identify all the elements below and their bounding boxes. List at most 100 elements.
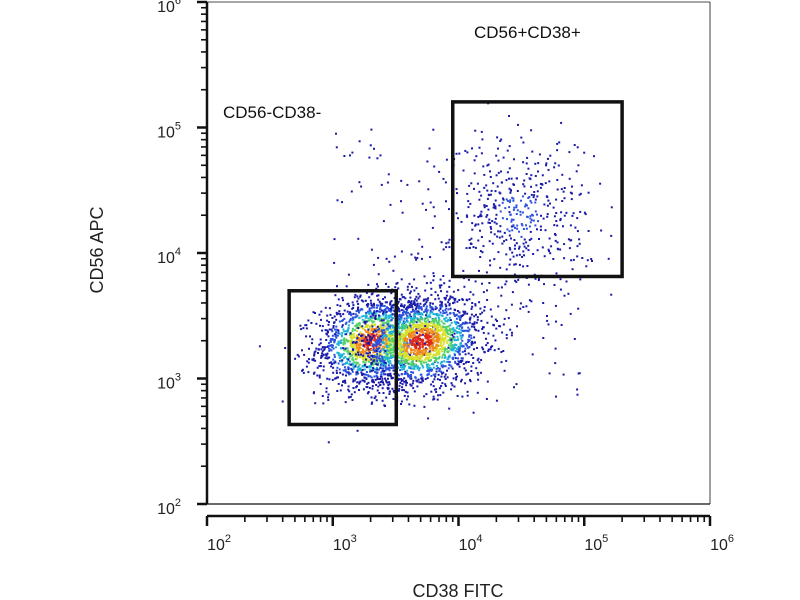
data-point [352,359,355,362]
data-point [427,359,430,362]
data-point [390,328,393,331]
data-point [390,300,393,303]
data-point [392,340,395,343]
data-point [377,298,380,301]
data-point [467,372,470,375]
data-point [457,345,460,348]
data-point [415,328,418,331]
data-point [546,213,549,216]
data-point [417,310,420,313]
data-point [438,336,441,339]
data-point [517,123,519,126]
data-point [419,302,422,305]
data-point [442,346,445,349]
data-point [351,151,354,154]
data-point [417,351,420,354]
data-point [337,352,340,354]
data-point [354,325,357,327]
data-point [418,367,421,370]
data-point [398,310,401,313]
data-point [431,334,434,337]
data-point [482,245,485,248]
data-point [465,373,468,376]
data-point [480,215,483,218]
data-point [474,224,477,227]
data-point [410,361,413,363]
data-point [577,164,580,167]
data-point [344,368,347,371]
data-point [524,192,527,195]
data-point [360,371,363,374]
data-point [508,263,511,266]
data-point [391,387,394,390]
data-point [429,353,432,356]
data-point [427,338,430,341]
data-point [407,374,410,377]
data-point [372,381,375,383]
data-point [400,334,403,337]
data-point [343,337,346,340]
data-point [446,339,449,342]
data-point [373,328,376,330]
data-point [411,371,414,374]
data-point [445,325,448,328]
data-point [434,326,437,329]
data-point [322,353,325,356]
data-point [424,298,427,301]
data-point [335,328,338,331]
data-point [444,378,447,380]
data-point [471,342,474,345]
data-point [488,222,491,224]
data-point [400,314,403,317]
data-point [462,310,465,313]
data-point [506,218,508,221]
data-point [371,385,374,388]
data-point [377,318,379,321]
data-point [387,364,390,367]
data-point [341,363,344,366]
data-point [432,373,435,376]
data-point [458,346,461,349]
data-point [570,259,573,262]
data-point [455,317,458,320]
data-point [385,340,388,343]
data-point [338,320,341,323]
data-point [338,368,341,371]
data-point [514,279,517,282]
x-tick-label: 103 [333,533,357,554]
data-point [390,354,393,357]
data-point [364,336,367,339]
data-point [429,256,432,259]
data-point [455,314,458,317]
data-point [400,354,403,357]
data-point [516,227,519,230]
data-point [421,328,424,331]
data-point [426,333,429,336]
data-point [389,332,392,335]
data-point [425,341,428,344]
data-point [364,373,367,376]
data-point [362,388,365,391]
data-point [497,305,500,308]
data-point [368,156,371,159]
data-point [377,294,380,297]
data-point [439,307,442,310]
data-point [386,358,389,360]
data-point [321,325,324,328]
data-point [342,380,344,383]
data-point [415,339,418,342]
data-point [370,293,373,296]
data-point [447,329,450,332]
data-point [498,204,501,207]
data-point [359,342,362,345]
data-point [571,185,573,188]
data-point [442,312,445,315]
data-point [410,384,413,387]
y-tick-label: 103 [157,372,181,393]
data-point [433,325,436,328]
data-point [503,240,505,243]
data-point [453,336,456,339]
data-point [348,340,351,343]
data-point [431,307,434,309]
data-point [576,388,579,391]
